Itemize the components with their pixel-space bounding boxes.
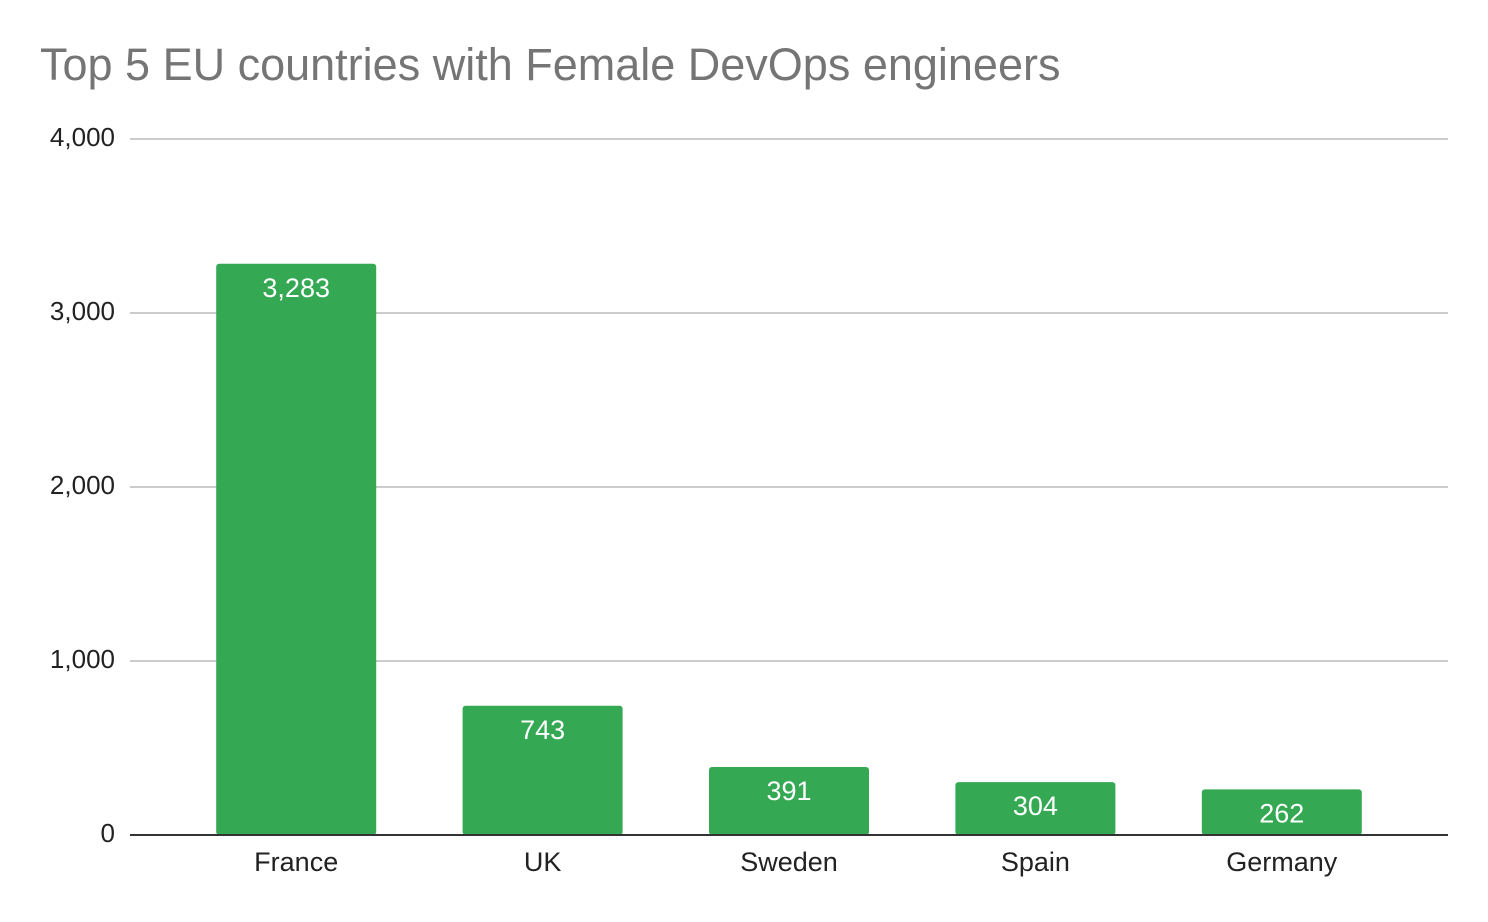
x-tick-label: UK xyxy=(524,847,562,877)
x-tick-label: Germany xyxy=(1226,847,1338,877)
value-label: 391 xyxy=(766,776,811,806)
value-label: 262 xyxy=(1259,799,1304,829)
value-label: 304 xyxy=(1013,791,1058,821)
x-tick-label: Sweden xyxy=(740,847,838,877)
bar xyxy=(955,782,1116,835)
value-label: 743 xyxy=(520,715,565,745)
bar xyxy=(709,766,869,835)
y-tick-label: 4,000 xyxy=(50,122,115,152)
bar xyxy=(462,705,623,835)
bar xyxy=(1201,789,1362,835)
y-tick-label: 2,000 xyxy=(50,470,115,500)
y-tick-label: 3,000 xyxy=(50,296,115,326)
value-label: 3,283 xyxy=(262,273,330,303)
chart-title: Top 5 EU countries with Female DevOps en… xyxy=(40,39,1060,90)
y-tick-label: 1,000 xyxy=(50,644,115,674)
y-tick-label: 0 xyxy=(101,818,115,848)
x-tick-label: Spain xyxy=(1001,847,1070,877)
bar xyxy=(216,263,377,835)
x-tick-label: France xyxy=(254,847,338,877)
